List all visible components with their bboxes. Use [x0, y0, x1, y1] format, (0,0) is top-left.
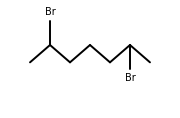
- Text: Br: Br: [125, 73, 135, 83]
- Text: Br: Br: [45, 7, 55, 17]
